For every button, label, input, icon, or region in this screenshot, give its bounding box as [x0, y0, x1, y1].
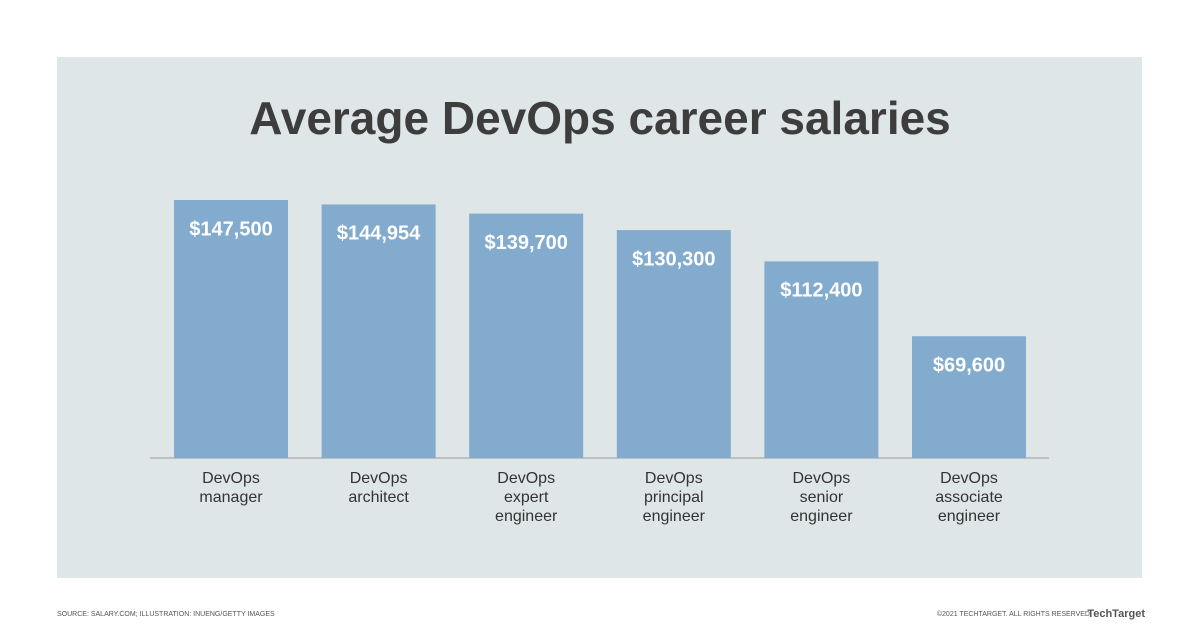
bar [469, 213, 584, 458]
copyright: ©2021 TECHTARGET. ALL RIGHTS RESERVED [937, 610, 1090, 618]
x-tick-label: DevOps manager [199, 470, 263, 506]
value-label: $144,954 [337, 223, 421, 245]
logo: TechTarget [1087, 608, 1145, 620]
x-tick-label: DevOps associate engineer [935, 470, 1003, 525]
bar [912, 336, 1026, 458]
bar [174, 200, 288, 458]
value-label: $112,400 [780, 280, 862, 302]
value-label: $69,600 [933, 355, 1005, 377]
value-label: $130,300 [632, 248, 715, 270]
bar [764, 261, 879, 458]
x-tick-label: DevOps expert engineer [495, 470, 558, 525]
chart-title: Average DevOps career salaries [249, 92, 951, 144]
bar [616, 230, 731, 458]
x-tick-label: DevOps principal engineer [642, 470, 705, 525]
x-tick-label: DevOps senior engineer [790, 470, 853, 525]
value-label: $147,500 [189, 218, 272, 240]
source-note: SOURCE: SALARY.COM; ILLUSTRATION: INUENG… [57, 611, 275, 618]
value-label: $139,700 [484, 232, 567, 254]
x-tick-label: DevOps architect [348, 470, 409, 506]
bar [321, 204, 436, 458]
